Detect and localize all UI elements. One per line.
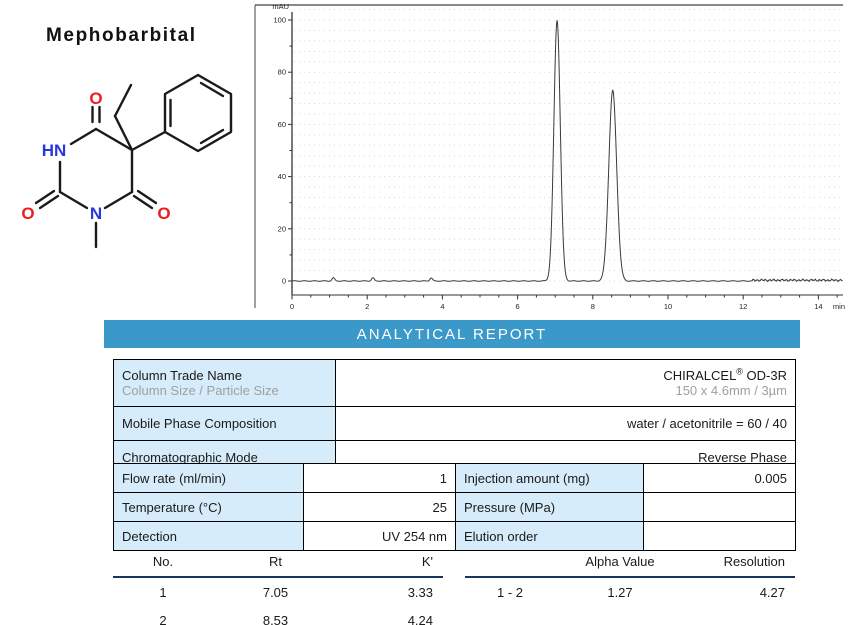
elution-order-value (643, 521, 796, 551)
resolution-value: 4.27 (759, 585, 785, 600)
svg-text:8: 8 (591, 302, 595, 311)
temperature-value: 25 (303, 492, 456, 522)
table-row: 1 - 2 1.27 4.27 (465, 577, 795, 606)
pressure-label: Pressure (MPa) (455, 492, 644, 522)
svg-text:14: 14 (814, 302, 822, 311)
svg-text:80: 80 (278, 68, 286, 77)
peak-no: 2 (159, 613, 167, 625)
alpha-header: Alpha Value (585, 554, 655, 569)
atom-n: N (90, 204, 102, 223)
compound-name: Mephobarbital (46, 25, 197, 46)
separation-results-table: Alpha Value Resolution 1 - 2 1.27 4.27 (465, 550, 795, 606)
svg-text:12: 12 (739, 302, 747, 311)
detection-label: Detection (113, 521, 304, 551)
injection-amount-label: Injection amount (mg) (455, 463, 644, 493)
peak-k: 3.33 (407, 585, 433, 600)
svg-text:60: 60 (278, 120, 286, 129)
atom-nh: HN (42, 141, 67, 160)
peak-rt: 7.05 (262, 585, 289, 600)
atom-oxygen-top: O (89, 89, 102, 108)
svg-text:100: 100 (273, 16, 286, 25)
temperature-label: Temperature (°C) (113, 492, 304, 522)
atom-oxygen-left: O (21, 204, 34, 223)
injection-amount-value: 0.005 (643, 463, 796, 493)
svg-text:6: 6 (516, 302, 520, 311)
flow-rate-label: Flow rate (ml/min) (113, 463, 304, 493)
peak-k: 4.24 (407, 613, 433, 625)
table-header-row: No. Rt K' (113, 550, 443, 577)
pair-header (465, 550, 555, 577)
svg-text:2: 2 (365, 302, 369, 311)
column-size-label: Column Size / Particle Size (122, 383, 279, 398)
svg-text:0: 0 (290, 302, 294, 311)
table-row: Temperature (°C) 25 Pressure (MPa) (113, 492, 796, 522)
table-header-row: Alpha Value Resolution (465, 550, 795, 577)
svg-text:mAU: mAU (272, 2, 289, 11)
svg-text:0: 0 (282, 277, 286, 286)
svg-text:min: min (833, 302, 845, 311)
pair-value: 1 - 2 (496, 585, 523, 600)
table-row: Column Trade Name Column Size / Particle… (113, 359, 796, 407)
alpha-value: 1.27 (607, 585, 633, 600)
column-info-table: Column Trade Name Column Size / Particle… (113, 359, 796, 475)
svg-text:20: 20 (278, 224, 286, 233)
rt-header: Rt (269, 554, 282, 569)
report-title: ANALYTICAL REPORT (356, 325, 548, 343)
table-row: 2 8.53 4.24 (113, 606, 443, 625)
resolution-header: Resolution (723, 554, 785, 569)
report-title-bar: ANALYTICAL REPORT (104, 320, 800, 348)
mobile-phase-value: water / acetonitrile = 60 / 40 (335, 406, 796, 441)
table-row: Detection UV 254 nm Elution order (113, 521, 796, 551)
atom-oxygen-right: O (157, 204, 170, 223)
registered-mark: ® (736, 366, 743, 377)
conditions-table: Flow rate (ml/min) 1 Injection amount (m… (113, 463, 796, 551)
table-row: Mobile Phase Composition water / acetoni… (113, 406, 796, 441)
column-trade-name-value: CHIRALCEL® OD-3R (663, 366, 787, 383)
svg-text:10: 10 (664, 302, 672, 311)
table-row: Flow rate (ml/min) 1 Injection amount (m… (113, 463, 796, 493)
peak-rt: 8.53 (262, 613, 289, 625)
mobile-phase-label: Mobile Phase Composition (113, 406, 336, 441)
detection-value: UV 254 nm (303, 521, 456, 551)
k-prime-header: K' (421, 554, 433, 569)
flow-rate-value: 1 (303, 463, 456, 493)
peak-results-table: No. Rt K' 1 7.05 3.33 2 8.53 4.24 (113, 550, 443, 625)
peak-no: 1 (159, 585, 167, 600)
pressure-value (643, 492, 796, 522)
elution-order-label: Elution order (455, 521, 644, 551)
svg-text:4: 4 (440, 302, 444, 311)
chemical-structure-diagram: O O O HN N (21, 73, 233, 249)
column-size-value: 150 x 4.6mm / 3µm (675, 383, 787, 398)
table-row: 1 7.05 3.33 (113, 577, 443, 606)
column-trade-name-label: Column Trade Name (122, 368, 242, 383)
no-header: No. (152, 554, 174, 569)
svg-text:40: 40 (278, 172, 286, 181)
chromatogram-plot: 0 20 40 60 80 100 mAU 0 2 4 6 8 10 12 14 min (254, 2, 845, 311)
